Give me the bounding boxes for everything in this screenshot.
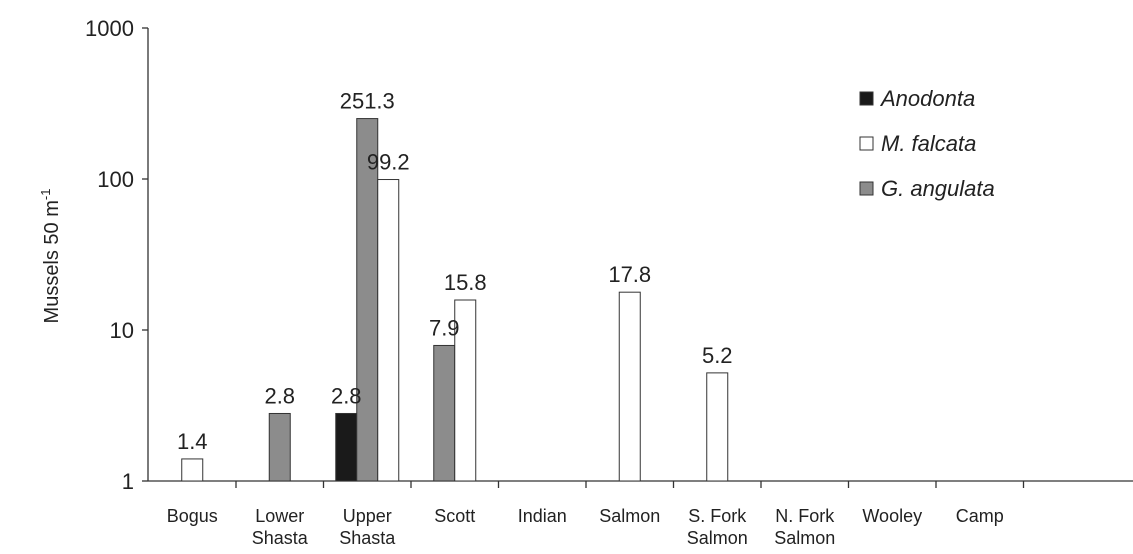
legend-label: G. angulata — [881, 176, 995, 201]
data-label: 251.3 — [340, 89, 395, 114]
x-tick-label-line: Salmon — [599, 506, 660, 526]
data-label: 15.8 — [444, 270, 487, 295]
y-axis-label-group: Mussels 50 m-1 — [38, 189, 63, 324]
y-axis-label-superscript: -1 — [38, 189, 53, 201]
x-tick-label: Wooley — [862, 506, 922, 526]
bar-m-falcata — [181, 458, 204, 482]
data-label: 7.9 — [429, 315, 460, 340]
x-tick-label-line: Salmon — [774, 528, 835, 548]
x-tick-label: Camp — [956, 506, 1004, 526]
x-tick-label: Salmon — [599, 506, 660, 526]
legend-swatch — [859, 181, 874, 196]
x-tick-label: Indian — [518, 506, 567, 526]
bar-anodonta — [335, 412, 358, 482]
x-tick-label-line: N. Fork — [775, 506, 835, 526]
legend-label: Anodonta — [879, 86, 975, 111]
data-label: 2.8 — [331, 383, 362, 408]
y-tick-label: 1 — [122, 469, 134, 494]
data-label: 1.4 — [177, 429, 208, 454]
x-tick-label-line: Camp — [956, 506, 1004, 526]
legend-swatch — [859, 136, 874, 151]
x-tick-label-line: Shasta — [339, 528, 396, 548]
x-tick-label-line: Bogus — [167, 506, 218, 526]
data-label: 99.2 — [367, 150, 410, 175]
x-tick-label: Lower Shasta — [252, 506, 309, 548]
y-tick-label: 100 — [97, 167, 134, 192]
bar-m-falcata — [377, 179, 400, 482]
legend: Anodonta M. falcata G. angulata — [859, 86, 995, 201]
x-tick-label: Bogus — [167, 506, 218, 526]
x-tick-label-line: Shasta — [252, 528, 309, 548]
x-tick-label: Scott — [434, 506, 475, 526]
bar-m-falcata — [706, 372, 729, 482]
x-tick-label: N. Fork Salmon — [774, 506, 835, 548]
x-tick-label-line: S. Fork — [688, 506, 747, 526]
data-label: 2.8 — [264, 383, 295, 408]
y-axis-label-text: Mussels 50 m — [41, 200, 63, 323]
data-label: 17.8 — [608, 262, 651, 287]
x-tick-label: S. Fork Salmon — [687, 506, 748, 548]
y-axis-label: Mussels 50 m-1 — [38, 189, 63, 324]
x-tick-label-line: Indian — [518, 506, 567, 526]
bar-m-falcata — [618, 291, 641, 482]
x-tick-label-line: Upper — [343, 506, 392, 526]
y-tick-label: 1000 — [85, 16, 134, 41]
bar-m-falcata — [454, 299, 477, 482]
x-tick-label: Upper Shasta — [339, 506, 396, 548]
bar-g-angulata — [268, 412, 291, 482]
data-labels-layer: 1.4 2.8 2.8 251.3 99.2 7.9 15.8 17.8 5.2 — [177, 89, 733, 454]
bar-g-angulata — [433, 344, 456, 482]
data-label: 5.2 — [702, 343, 733, 368]
bars-layer — [181, 118, 729, 482]
x-tick-label-line: Scott — [434, 506, 475, 526]
legend-label: M. falcata — [881, 131, 976, 156]
x-tick-label-line: Lower — [255, 506, 304, 526]
x-tick-label-line: Wooley — [862, 506, 922, 526]
y-tick-label: 10 — [110, 318, 134, 343]
x-tick-label-line: Salmon — [687, 528, 748, 548]
legend-swatch — [859, 91, 874, 106]
